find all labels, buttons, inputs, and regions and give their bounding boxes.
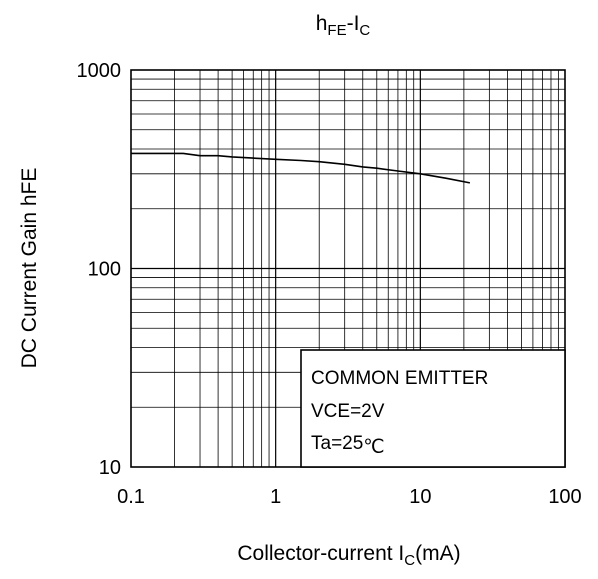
- condition-ta-unit: ℃: [363, 437, 384, 458]
- x-tick-label-2: 10: [409, 486, 431, 508]
- condition-mode: COMMON EMITTER: [311, 368, 488, 389]
- chart-title: hFE-IC: [316, 12, 371, 39]
- y-tick-label-2: 1000: [77, 60, 122, 82]
- condition-vce: VCE=2V: [311, 401, 385, 422]
- y-axis-label: DC Current Gain hFE: [18, 168, 41, 369]
- x-axis-label-sub: C: [404, 552, 415, 569]
- condition-ta: Ta=25℃: [311, 433, 385, 458]
- chart-title-sub1: FE: [327, 22, 346, 39]
- chart-title-sub2: C: [359, 22, 370, 39]
- x-tick-label-1: 1: [270, 486, 281, 508]
- x-tick-labels: 0.1 1 10 100: [117, 486, 582, 508]
- y-tick-labels: 10 100 1000: [77, 60, 122, 479]
- condition-box: [300, 349, 566, 468]
- hfe-curve: [131, 152, 471, 184]
- y-tick-label-0: 10: [99, 457, 121, 479]
- x-axis-label: Collector-current IC(mA): [237, 542, 460, 569]
- y-tick-label-1: 100: [88, 259, 121, 281]
- x-tick-label-0: 0.1: [117, 486, 145, 508]
- x-tick-label-3: 100: [548, 486, 581, 508]
